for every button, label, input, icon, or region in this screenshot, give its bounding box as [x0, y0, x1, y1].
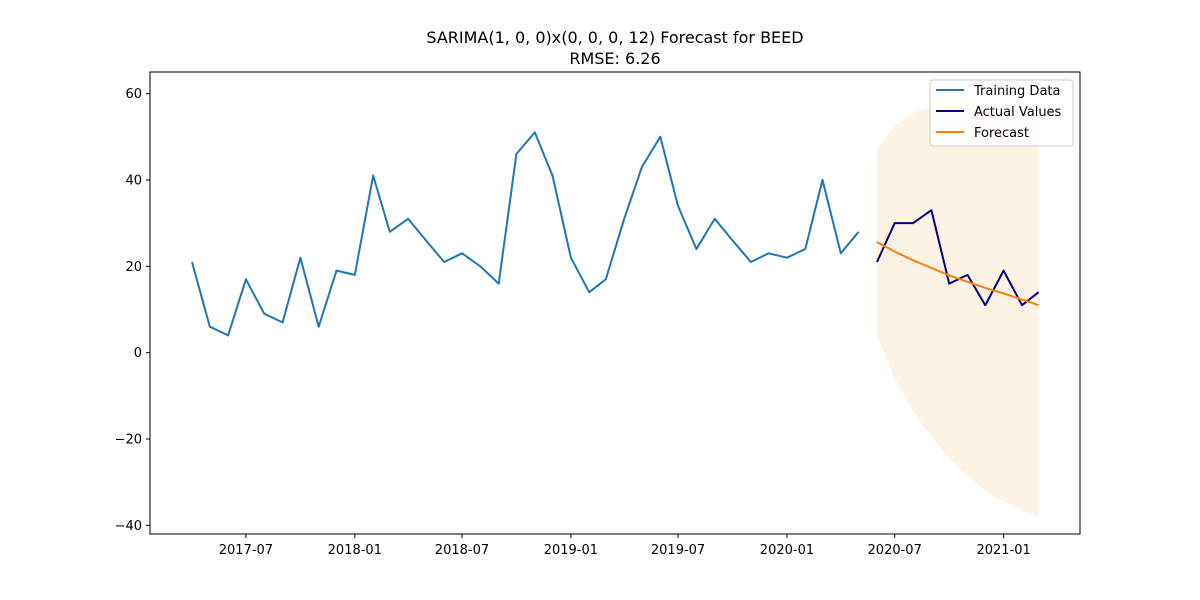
- series-line-training: [191, 131, 860, 337]
- plot-frame: [149, 71, 1081, 535]
- x-tick-label: 2019-01: [544, 543, 598, 558]
- x-tick-label: 2019-07: [651, 543, 705, 558]
- x-tick-label: 2017-07: [219, 543, 273, 558]
- series-line-forecast: [876, 241, 1039, 307]
- chart-subtitle: RMSE: 6.26: [569, 49, 660, 68]
- legend-box: [929, 79, 1074, 147]
- chart-title: SARIMA(1, 0, 0)x(0, 0, 0, 12) Forecast f…: [426, 28, 803, 47]
- y-tick-label: −20: [115, 433, 142, 448]
- legend-label-forecast: Forecast: [974, 126, 1029, 141]
- y-tick-label: 0: [134, 346, 142, 361]
- y-tick-label: −40: [115, 519, 142, 534]
- x-tick-label: 2018-01: [328, 543, 382, 558]
- legend-label-actual: Actual Values: [974, 105, 1062, 120]
- y-tick-label: 40: [125, 173, 142, 188]
- legend-label-training: Training Data: [973, 84, 1060, 99]
- y-tick-label: 20: [125, 260, 142, 275]
- y-tick-label: 60: [125, 87, 142, 102]
- confidence-band: [877, 100, 1039, 517]
- x-tick-label: 2021-01: [976, 543, 1030, 558]
- x-tick-label: 2020-01: [760, 543, 814, 558]
- legend: Training Data Actual Values Forecast: [929, 79, 1074, 147]
- x-tick-label: 2018-07: [435, 543, 489, 558]
- x-tick-label: 2020-07: [868, 543, 922, 558]
